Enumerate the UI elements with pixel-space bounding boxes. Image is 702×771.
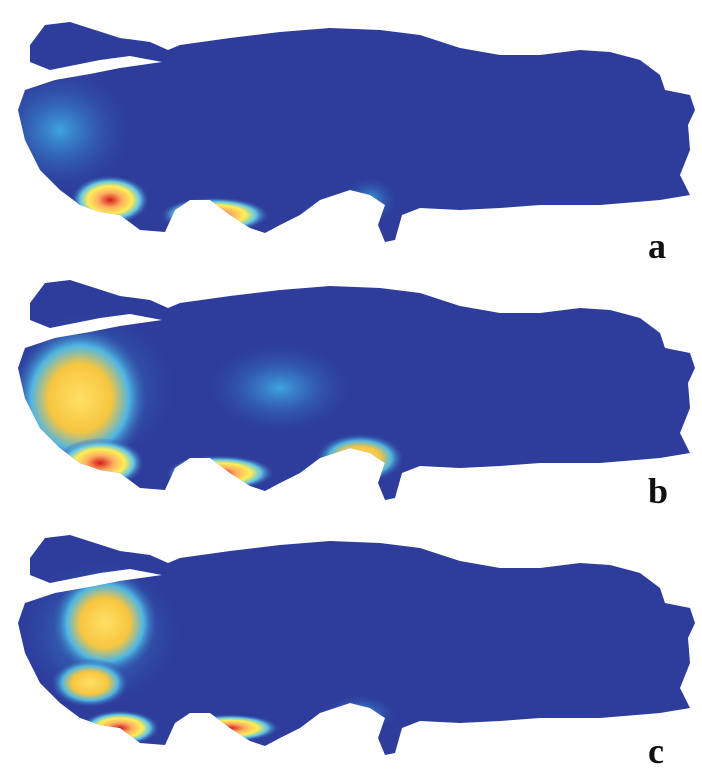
panel-label: c bbox=[648, 731, 664, 771]
map-panel: a bbox=[18, 22, 695, 266]
panel-label: a bbox=[648, 226, 666, 266]
map-panel: c bbox=[18, 535, 695, 771]
map-panel: b bbox=[18, 280, 695, 511]
panel-label: b bbox=[648, 471, 668, 511]
